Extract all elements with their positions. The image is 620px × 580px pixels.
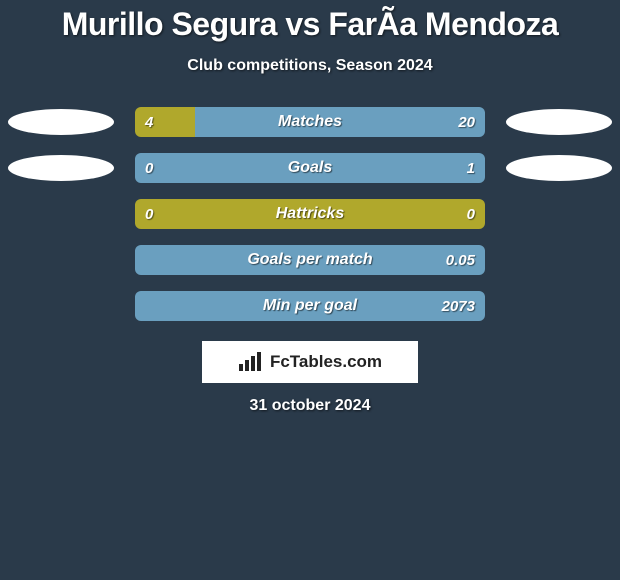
player-badge-right bbox=[506, 109, 612, 135]
stat-row: 01Goals bbox=[0, 153, 620, 183]
stat-row: 2073Min per goal bbox=[0, 291, 620, 321]
value-right: 1 bbox=[467, 153, 475, 183]
value-right: 0 bbox=[467, 199, 475, 229]
player-badge-left bbox=[8, 109, 114, 135]
comparison-card: Murillo Segura vs FarÃ­a Mendoza Club co… bbox=[0, 0, 620, 580]
bars-icon bbox=[238, 352, 264, 372]
value-left: 0 bbox=[145, 153, 153, 183]
stat-bar: 420Matches bbox=[135, 107, 485, 137]
stat-bar: 0.05Goals per match bbox=[135, 245, 485, 275]
value-right: 20 bbox=[458, 107, 475, 137]
page-title: Murillo Segura vs FarÃ­a Mendoza bbox=[0, 0, 620, 43]
stat-bar: 2073Min per goal bbox=[135, 291, 485, 321]
stat-row: 420Matches bbox=[0, 107, 620, 137]
stat-bar: 00Hattricks bbox=[135, 199, 485, 229]
stat-row: 0.05Goals per match bbox=[0, 245, 620, 275]
stat-row: 00Hattricks bbox=[0, 199, 620, 229]
fill-right bbox=[135, 153, 485, 183]
fill-right bbox=[135, 245, 485, 275]
date-label: 31 october 2024 bbox=[0, 397, 620, 415]
fill-right bbox=[195, 107, 486, 137]
stat-bar: 01Goals bbox=[135, 153, 485, 183]
fill-left bbox=[135, 107, 195, 137]
player-badge-right bbox=[506, 155, 612, 181]
player-badge-left bbox=[8, 155, 114, 181]
stats-rows: 420Matches01Goals00Hattricks0.05Goals pe… bbox=[0, 107, 620, 321]
value-left: 0 bbox=[145, 199, 153, 229]
value-right: 0.05 bbox=[446, 245, 475, 275]
value-right: 2073 bbox=[442, 291, 475, 321]
subtitle: Club competitions, Season 2024 bbox=[0, 57, 620, 75]
logo-box: FcTables.com bbox=[202, 341, 418, 383]
value-left: 4 bbox=[145, 107, 153, 137]
logo-text: FcTables.com bbox=[270, 352, 382, 372]
fill-left bbox=[135, 199, 485, 229]
fill-right bbox=[135, 291, 485, 321]
